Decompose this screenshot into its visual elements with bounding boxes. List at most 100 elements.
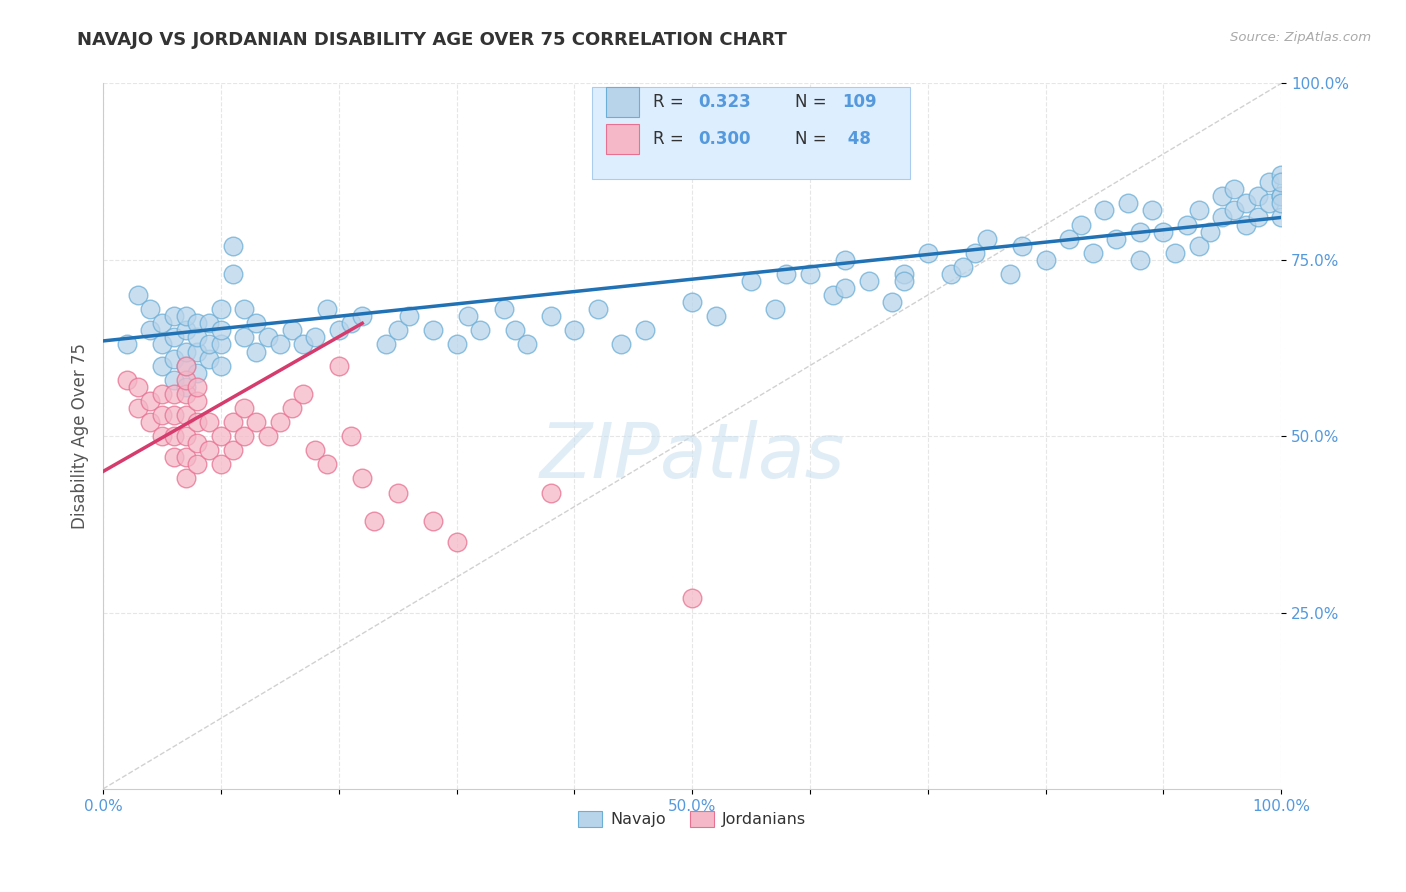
Point <box>115 337 138 351</box>
Point <box>174 359 197 373</box>
Point <box>174 344 197 359</box>
Point <box>186 393 208 408</box>
Point <box>681 295 703 310</box>
Point <box>163 408 186 422</box>
Text: N =: N = <box>794 130 831 148</box>
Point <box>998 267 1021 281</box>
Point <box>163 429 186 443</box>
Point <box>198 443 221 458</box>
Point <box>704 310 727 324</box>
Point <box>976 232 998 246</box>
Point <box>858 274 880 288</box>
Point <box>245 316 267 330</box>
Bar <box>606 124 640 154</box>
Point <box>422 514 444 528</box>
Point <box>823 288 845 302</box>
Point <box>198 415 221 429</box>
Point <box>209 337 232 351</box>
Point <box>1234 196 1257 211</box>
Point <box>1270 189 1292 203</box>
Point <box>740 274 762 288</box>
Point <box>1258 175 1281 189</box>
Point <box>952 260 974 274</box>
Text: 109: 109 <box>842 93 876 111</box>
Point <box>1188 238 1211 252</box>
Point <box>1105 232 1128 246</box>
Point <box>163 450 186 465</box>
Point <box>198 351 221 366</box>
Point <box>1246 211 1268 225</box>
Point <box>352 310 374 324</box>
Point <box>1116 196 1139 211</box>
Point <box>233 401 256 415</box>
Text: ZIPatlas: ZIPatlas <box>540 420 845 494</box>
Point <box>186 316 208 330</box>
Point <box>198 337 221 351</box>
Point <box>233 302 256 317</box>
Text: NAVAJO VS JORDANIAN DISABILITY AGE OVER 75 CORRELATION CHART: NAVAJO VS JORDANIAN DISABILITY AGE OVER … <box>77 31 787 49</box>
Point <box>505 323 527 337</box>
Point <box>304 330 326 344</box>
Text: Source: ZipAtlas.com: Source: ZipAtlas.com <box>1230 31 1371 45</box>
Point <box>374 337 396 351</box>
Point <box>339 429 361 443</box>
Point <box>269 415 291 429</box>
Point <box>150 316 173 330</box>
Point <box>1270 168 1292 182</box>
Text: 0.300: 0.300 <box>697 130 751 148</box>
Point <box>280 401 302 415</box>
Point <box>127 288 149 302</box>
Point <box>893 274 915 288</box>
Point <box>139 415 162 429</box>
Point <box>1211 189 1233 203</box>
Point <box>139 323 162 337</box>
Point <box>1175 218 1198 232</box>
Point <box>186 380 208 394</box>
Point <box>457 310 479 324</box>
Point <box>610 337 633 351</box>
Point <box>174 380 197 394</box>
Point <box>562 323 585 337</box>
Point <box>681 591 703 606</box>
Point <box>222 267 245 281</box>
Point <box>257 330 280 344</box>
Point <box>163 351 186 366</box>
Point <box>269 337 291 351</box>
Text: 0.323: 0.323 <box>697 93 751 111</box>
Point <box>186 415 208 429</box>
Point <box>446 337 468 351</box>
Point <box>446 535 468 549</box>
Point <box>209 458 232 472</box>
Point <box>209 323 232 337</box>
Point <box>1223 182 1246 196</box>
Point <box>233 429 256 443</box>
Text: R =: R = <box>654 93 689 111</box>
Point <box>174 387 197 401</box>
Point <box>186 458 208 472</box>
Point <box>245 415 267 429</box>
Legend: Navajo, Jordanians: Navajo, Jordanians <box>572 805 813 834</box>
Point <box>316 458 339 472</box>
Point <box>540 310 562 324</box>
Point <box>174 373 197 387</box>
Point <box>1081 245 1104 260</box>
Point <box>209 429 232 443</box>
Point <box>150 337 173 351</box>
Point <box>492 302 515 317</box>
Point <box>893 267 915 281</box>
Point <box>139 302 162 317</box>
Point <box>233 330 256 344</box>
Point <box>1129 252 1152 267</box>
Point <box>1035 252 1057 267</box>
Point <box>150 408 173 422</box>
Point <box>1270 175 1292 189</box>
Point <box>163 330 186 344</box>
Point <box>387 485 409 500</box>
Point <box>1223 203 1246 218</box>
Point <box>174 323 197 337</box>
Point <box>540 485 562 500</box>
Text: N =: N = <box>794 93 831 111</box>
Point <box>586 302 609 317</box>
Point <box>174 450 197 465</box>
Bar <box>606 87 640 117</box>
